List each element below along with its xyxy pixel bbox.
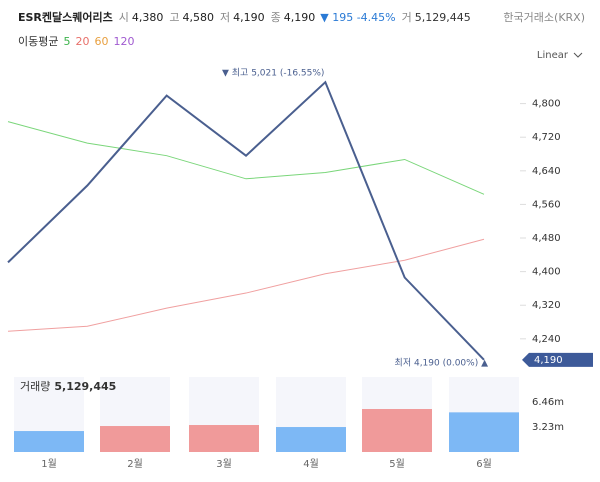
y-tick-label: 4,640 <box>532 166 561 177</box>
scale-toggle[interactable]: Linear <box>537 50 569 61</box>
ma-item: 120 <box>113 35 134 48</box>
quote-value: 4,190 <box>233 11 265 24</box>
dropdown-icon <box>573 52 583 58</box>
y-tick-label: 4,560 <box>532 199 561 210</box>
volume-title: 거래량 5,129,445 <box>20 380 116 393</box>
volume-title-value: 5,129,445 <box>54 380 116 393</box>
volume-bar <box>189 425 259 452</box>
volume-bar <box>276 427 346 452</box>
ma-label: 이동평균 <box>18 35 58 48</box>
x-tick-label: 3월 <box>216 458 232 470</box>
y-tick-label: 4,400 <box>532 267 561 278</box>
volume-bar <box>100 426 170 452</box>
volume-tick-label: 6.46m <box>532 397 564 408</box>
price-tag-label: 4,190 <box>534 355 563 366</box>
line-series <box>7 238 485 332</box>
low-annotation: 최저 4,190 (0.00%) ▲ <box>395 358 489 369</box>
y-tick-label: 4,480 <box>532 233 561 244</box>
x-tick-label: 1월 <box>41 458 57 470</box>
volume-value: 5,129,445 <box>415 11 471 24</box>
y-tick-label: 4,320 <box>532 300 561 311</box>
volume-title-label: 거래량 <box>20 380 50 393</box>
quote-value: 4,580 <box>183 11 215 24</box>
x-tick-label: 4월 <box>303 458 319 470</box>
x-tick-label: 5월 <box>389 458 405 470</box>
volume-label: 거 <box>402 11 412 24</box>
quote-line: ESR켄달스퀘어리츠 시 4,380 고 4,580 저 4,190 종 4,190 ▼ 195 … <box>18 10 471 24</box>
line-series <box>7 80 485 361</box>
ma-item: 60 <box>94 35 108 48</box>
change: ▼ 195 -4.45% <box>320 11 395 24</box>
volume-tick-label: 3.23m <box>532 422 564 433</box>
volume-bar <box>362 409 432 452</box>
high-annotation: ▼ 최고 5,021 (-16.55%) <box>222 68 324 79</box>
volume-bar <box>14 431 84 452</box>
ma-item: 20 <box>75 35 89 48</box>
y-tick-label: 4,240 <box>532 334 561 345</box>
price-tag <box>522 352 593 367</box>
quote-value: 4,190 <box>284 11 316 24</box>
line-series <box>7 121 485 195</box>
volume-bar <box>449 412 519 452</box>
quote-label: 시 <box>119 11 129 24</box>
exchange: 한국거래소(KRX) <box>503 11 585 24</box>
x-tick-label: 2월 <box>127 458 143 470</box>
quote-label: 고 <box>169 11 179 24</box>
quote-value: 4,380 <box>132 11 164 24</box>
quote-label: 저 <box>220 11 230 24</box>
y-tick-label: 4,800 <box>532 99 561 110</box>
ma-item: 5 <box>63 35 70 48</box>
quote-label: 종 <box>271 11 281 24</box>
stock-name: ESR켄달스퀘어리츠 <box>18 10 113 24</box>
y-tick-label: 4,720 <box>532 132 561 143</box>
x-tick-label: 6월 <box>476 458 492 470</box>
ma-line: 이동평균 5 20 60 120 <box>18 35 134 48</box>
